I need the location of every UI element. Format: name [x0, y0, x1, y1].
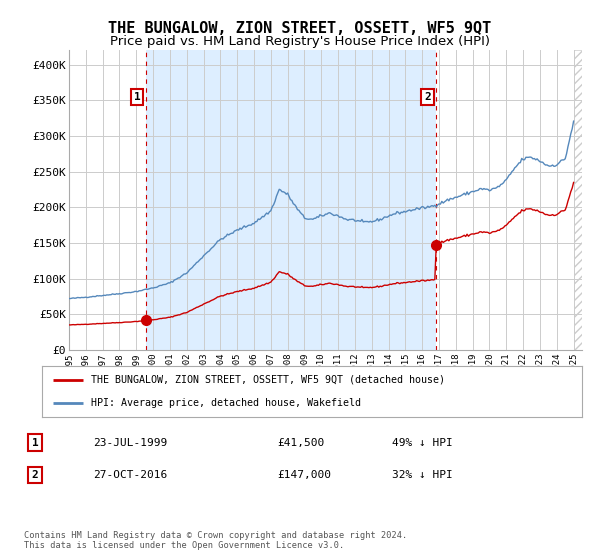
Bar — [146, 50, 436, 350]
Text: Contains HM Land Registry data © Crown copyright and database right 2024.
This d: Contains HM Land Registry data © Crown c… — [24, 530, 407, 550]
Text: 2: 2 — [32, 470, 38, 480]
Text: THE BUNGALOW, ZION STREET, OSSETT, WF5 9QT: THE BUNGALOW, ZION STREET, OSSETT, WF5 9… — [109, 21, 491, 36]
Text: £147,000: £147,000 — [277, 470, 331, 480]
Text: 27-OCT-2016: 27-OCT-2016 — [92, 470, 167, 480]
Text: 2: 2 — [424, 92, 431, 102]
Text: £41,500: £41,500 — [277, 438, 324, 448]
Text: HPI: Average price, detached house, Wakefield: HPI: Average price, detached house, Wake… — [91, 398, 361, 408]
Text: 49% ↓ HPI: 49% ↓ HPI — [392, 438, 453, 448]
Bar — [574, 50, 582, 350]
Text: Price paid vs. HM Land Registry's House Price Index (HPI): Price paid vs. HM Land Registry's House … — [110, 35, 490, 48]
Text: THE BUNGALOW, ZION STREET, OSSETT, WF5 9QT (detached house): THE BUNGALOW, ZION STREET, OSSETT, WF5 9… — [91, 375, 445, 385]
Text: 32% ↓ HPI: 32% ↓ HPI — [392, 470, 453, 480]
Text: 1: 1 — [32, 438, 38, 448]
Text: 23-JUL-1999: 23-JUL-1999 — [92, 438, 167, 448]
Text: 1: 1 — [134, 92, 140, 102]
